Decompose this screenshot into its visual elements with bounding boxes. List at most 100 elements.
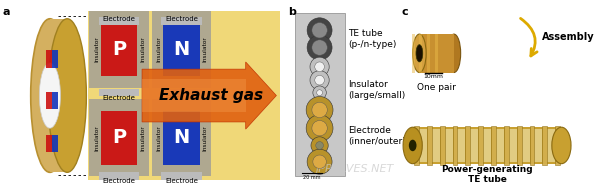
Circle shape <box>312 121 327 136</box>
Bar <box>432 129 440 162</box>
Text: Assembly: Assembly <box>542 32 595 42</box>
Bar <box>530 126 535 165</box>
Text: Electrode: Electrode <box>165 16 198 22</box>
Bar <box>161 17 202 25</box>
Ellipse shape <box>40 63 61 128</box>
Bar <box>50 19 67 172</box>
Bar <box>445 129 452 162</box>
Bar <box>152 99 211 176</box>
Bar <box>491 126 496 165</box>
Bar <box>46 92 52 109</box>
Bar <box>478 126 483 165</box>
Text: Electrode: Electrode <box>103 178 136 184</box>
Bar <box>163 111 200 165</box>
Ellipse shape <box>416 45 423 62</box>
Bar <box>99 17 139 25</box>
Bar <box>152 11 211 88</box>
Bar <box>89 11 149 88</box>
Bar <box>496 129 504 162</box>
Bar <box>99 89 139 97</box>
Bar <box>427 34 430 73</box>
Bar <box>470 129 478 162</box>
Bar <box>46 50 52 68</box>
Text: 10mm: 10mm <box>424 74 444 79</box>
Circle shape <box>307 149 332 174</box>
Bar <box>435 34 437 73</box>
FancyArrow shape <box>142 79 245 112</box>
Bar <box>452 126 457 165</box>
Bar <box>521 129 530 162</box>
Bar <box>414 126 419 165</box>
Circle shape <box>313 86 326 99</box>
Circle shape <box>313 155 326 168</box>
Ellipse shape <box>552 127 571 164</box>
Bar <box>46 135 52 152</box>
Text: JPRALVES.NET: JPRALVES.NET <box>316 164 394 174</box>
Bar <box>163 23 200 76</box>
Text: Electrode: Electrode <box>165 95 198 101</box>
Bar <box>88 11 280 180</box>
Circle shape <box>310 71 329 90</box>
Text: Insulator: Insulator <box>140 125 145 151</box>
Text: N: N <box>173 40 190 59</box>
Text: Electrode
(inner/outer): Electrode (inner/outer) <box>349 126 406 146</box>
Bar <box>542 126 547 165</box>
Circle shape <box>310 57 329 76</box>
Ellipse shape <box>48 19 86 172</box>
Circle shape <box>312 40 327 55</box>
Circle shape <box>312 23 327 38</box>
Bar <box>509 129 517 162</box>
Circle shape <box>315 62 325 72</box>
Bar <box>547 129 555 162</box>
Bar <box>440 126 445 165</box>
Text: 20 mm: 20 mm <box>303 175 320 180</box>
Bar <box>52 92 58 109</box>
Ellipse shape <box>409 140 416 151</box>
Bar <box>517 126 521 165</box>
Text: Insulator: Insulator <box>157 37 161 62</box>
Bar <box>419 34 454 73</box>
Circle shape <box>307 35 332 60</box>
Bar <box>52 135 58 152</box>
Bar <box>419 129 427 162</box>
Bar <box>161 172 202 180</box>
Circle shape <box>316 142 323 149</box>
Text: Electrode: Electrode <box>103 95 136 101</box>
Bar <box>52 50 58 68</box>
Bar <box>295 13 344 176</box>
Text: c: c <box>401 7 408 17</box>
Ellipse shape <box>403 127 422 164</box>
Text: Insulator
(large/small): Insulator (large/small) <box>349 80 406 100</box>
Bar <box>161 89 202 97</box>
Text: One pair: One pair <box>417 83 456 92</box>
Text: Insulator: Insulator <box>202 125 207 151</box>
Circle shape <box>306 115 333 142</box>
Bar <box>413 127 562 164</box>
Text: Insulator: Insulator <box>94 37 99 62</box>
Circle shape <box>311 137 328 154</box>
Bar <box>89 99 149 176</box>
Circle shape <box>312 102 327 118</box>
Text: P: P <box>112 128 126 147</box>
Bar <box>427 126 432 165</box>
Bar <box>412 34 415 73</box>
Text: Electrode: Electrode <box>103 16 136 22</box>
Text: Electrode: Electrode <box>165 178 198 184</box>
Text: Insulator: Insulator <box>94 125 99 151</box>
Bar <box>457 129 466 162</box>
Text: Power-generating
TE tube: Power-generating TE tube <box>441 165 533 184</box>
Bar <box>101 111 137 165</box>
Bar <box>99 172 139 180</box>
Ellipse shape <box>447 34 461 73</box>
Bar <box>504 126 509 165</box>
Bar <box>555 126 560 165</box>
Text: Insulator: Insulator <box>140 37 145 62</box>
Bar <box>483 129 491 162</box>
Text: N: N <box>173 128 190 147</box>
Bar <box>101 23 137 76</box>
Bar <box>419 34 422 73</box>
Circle shape <box>307 18 332 43</box>
Circle shape <box>306 97 333 123</box>
Circle shape <box>317 90 322 96</box>
Text: b: b <box>288 7 296 17</box>
